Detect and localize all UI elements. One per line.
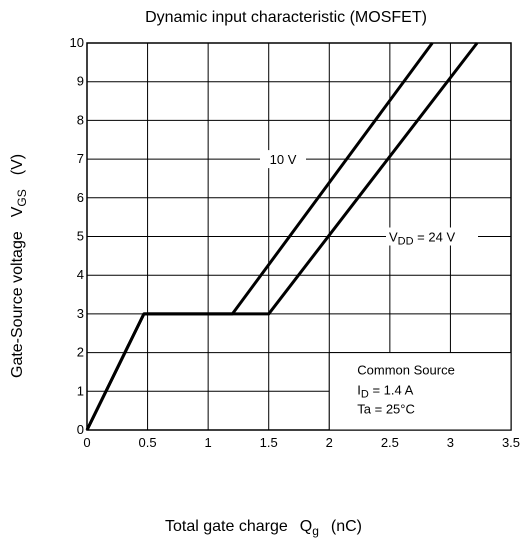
conditions-box: Common Source ID = 1.4 ATa = 25°C [328,352,512,431]
label-vdd-bg [386,227,478,246]
x-tick-label-2: 1 [205,435,212,450]
series-line-vdd-24v [85,42,479,431]
y-tick-label-1: 1 [77,383,84,398]
x-tick-label-7: 3.5 [502,435,520,450]
chart-series-group [85,42,479,431]
x-axis-label: Total gate charge Qg (nC) [165,518,362,538]
y-tick-label-10: 10 [70,35,84,50]
chart-title: Dynamic input characteristic (MOSFET) [145,9,427,26]
x-tick-label-4: 2 [326,435,333,450]
label-vdd-24v: VDD = 24 V [389,230,455,248]
conditions-ta: Ta = 25°C [357,402,415,417]
y-tick-label-5: 5 [77,229,84,244]
x-tick-label-6: 3 [447,435,454,450]
y-tick-label-6: 6 [77,190,84,205]
conditions-title: Common Source [357,363,455,378]
x-tick-label-1: 0.5 [139,435,157,450]
x-tick-label-3: 1.5 [260,435,278,450]
label-10v-bg [260,150,306,169]
conditions-box-frame [328,352,512,431]
label-10v: 10 V [270,152,297,167]
conditions-id: ID = 1.4 A [357,383,413,401]
tick-labels: 0 0.5 1 1.5 2 2.5 3 3.5 0 1 2 3 4 5 6 7 8 9 10 [70,35,521,450]
y-tick-label-9: 9 [77,74,84,89]
y-tick-label-8: 8 [77,112,84,127]
y-tick-label-7: 7 [77,151,84,166]
y-tick-label-3: 3 [77,306,84,321]
y-tick-label-4: 4 [77,267,84,282]
x-tick-label-5: 2.5 [381,435,399,450]
series-labels: 10 V VDD = 24 V [260,150,478,248]
y-axis-label: Gate-Source voltageVGS(V) [9,154,29,378]
y-tick-label-2: 2 [77,345,84,360]
plot-frame [86,42,512,431]
y-tick-label-0: 0 [77,422,84,437]
x-tick-label-0: 0 [83,435,90,450]
